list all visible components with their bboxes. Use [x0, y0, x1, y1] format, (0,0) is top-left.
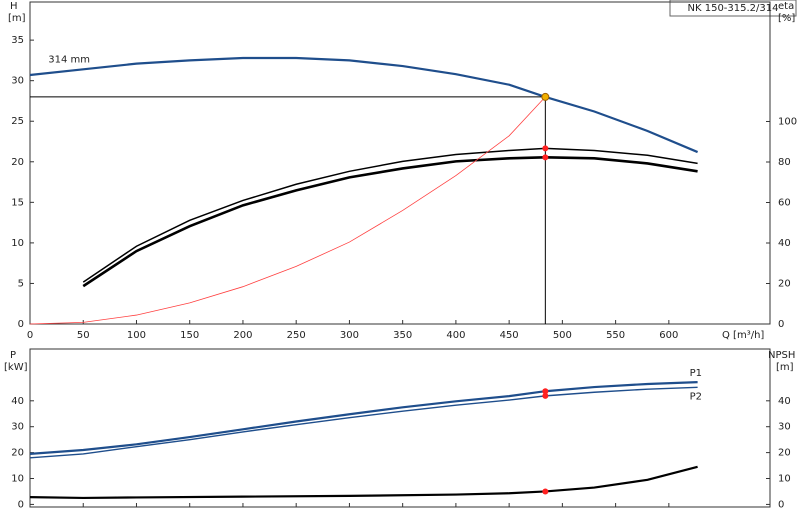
series-line	[29, 56, 699, 154]
y-tick-label: 10	[11, 474, 24, 485]
y-tick-label: 15	[11, 197, 24, 208]
y-tick-label: 0	[18, 319, 24, 330]
y-tick-label: 0	[18, 499, 24, 510]
y2-tick-label: 20	[778, 448, 791, 459]
x-tick-label: 200	[233, 330, 252, 341]
series-line	[29, 386, 698, 459]
y2-tick-label: 0	[778, 319, 784, 330]
x-tick-label: 100	[127, 330, 146, 341]
y-unit: [m]	[8, 13, 26, 24]
series-line	[29, 465, 698, 500]
x-label: Q [m³/h]	[722, 330, 764, 341]
y2-tick-label: 60	[778, 197, 791, 208]
y-tick-label: 5	[18, 278, 24, 289]
x-tick-label: 250	[287, 330, 306, 341]
series-line	[29, 381, 698, 455]
x-tick-label: 550	[606, 330, 625, 341]
y2-unit: [%]	[778, 13, 795, 24]
plot-frame	[29, 348, 771, 508]
y2-tick-label: 0	[778, 499, 784, 510]
point-marker	[542, 392, 549, 399]
plot-frame	[29, 1, 771, 325]
series-line	[29, 96, 546, 325]
y-label: P	[10, 350, 16, 361]
y-tick-label: 20	[11, 157, 24, 168]
series-line	[82, 147, 698, 283]
y2-tick-label: 80	[778, 157, 791, 168]
y-unit: [kW]	[4, 362, 28, 373]
x-tick-label: 150	[180, 330, 199, 341]
y2-label: NPSH	[768, 350, 795, 361]
y2-unit: [m]	[776, 362, 794, 373]
y-tick-label: 20	[11, 448, 24, 459]
y-tick-label: 25	[11, 116, 24, 127]
series-label: P1	[690, 368, 702, 379]
point-marker	[542, 488, 549, 495]
y-tick-label: 30	[11, 76, 24, 87]
x-tick-label: 450	[500, 330, 519, 341]
x-tick-label: 300	[340, 330, 359, 341]
series-line	[82, 156, 698, 288]
series-label: P2	[690, 391, 702, 402]
point-marker	[542, 154, 549, 161]
x-tick-label: 350	[393, 330, 412, 341]
y2-tick-label: 40	[778, 396, 791, 407]
x-tick-label: 600	[659, 330, 678, 341]
y2-tick-label: 20	[778, 278, 791, 289]
y-label: H	[10, 1, 18, 12]
y2-tick-label: 100	[778, 116, 797, 127]
point-marker	[542, 145, 549, 152]
duty-point	[541, 92, 550, 101]
y-tick-label: 10	[11, 238, 24, 249]
chart-title: NK 150-315.2/314	[688, 3, 779, 14]
x-tick-label: 50	[77, 330, 90, 341]
y-tick-label: 40	[11, 396, 24, 407]
x-tick-label: 400	[446, 330, 465, 341]
series-label: 314 mm	[48, 54, 90, 65]
y2-tick-label: 30	[778, 422, 791, 433]
x-tick-label: 500	[553, 330, 572, 341]
title-box	[669, 0, 797, 17]
y-tick-label: 35	[11, 35, 24, 46]
x-tick-label: 0	[27, 330, 33, 341]
y2-tick-label: 40	[778, 238, 791, 249]
y-tick-label: 30	[11, 422, 24, 433]
y2-label: eta	[778, 1, 794, 12]
point-marker	[542, 388, 549, 395]
y2-tick-label: 10	[778, 474, 791, 485]
